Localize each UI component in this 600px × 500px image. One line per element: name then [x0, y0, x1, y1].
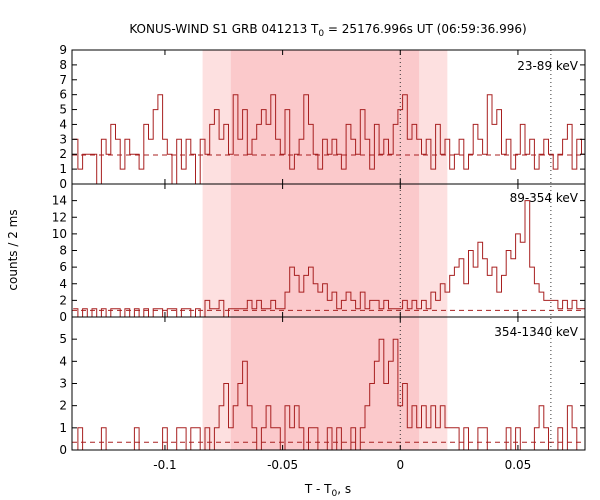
shaded-interval-layer — [202, 50, 448, 450]
panel-3-ytick-label: 1 — [59, 421, 67, 435]
panel-1-ytick-label: 8 — [59, 58, 67, 72]
panel-3-ytick-label: 2 — [59, 399, 67, 413]
reference-lines-layer — [399, 50, 552, 450]
panel-2-ytick-label: 10 — [52, 227, 67, 241]
x-tick-label: -0.05 — [267, 458, 298, 472]
histogram-layer — [72, 94, 585, 451]
panel-1-ytick-label: 9 — [59, 43, 67, 57]
panel-1-histogram — [73, 94, 585, 185]
panel-1-ytick-label: 0 — [59, 177, 67, 191]
panel-1-ytick-label: 2 — [59, 147, 67, 161]
panel-2-histogram — [73, 200, 585, 318]
panel-3-ytick-label: 0 — [59, 443, 67, 457]
x-tick-label: -0.1 — [153, 458, 176, 472]
chart-title: KONUS-WIND S1 GRB 041213 T0 = 25176.996s… — [129, 22, 526, 39]
inner-shaded-interval — [230, 50, 420, 450]
y-axis-title: counts / 2 ms — [6, 209, 20, 290]
panel-label-23-89-kev: 23-89 keV — [517, 59, 579, 73]
panel-2-ytick-label: 6 — [59, 260, 67, 274]
x-tick-label: 0.05 — [505, 458, 532, 472]
panel-1-ytick-label: 5 — [59, 103, 67, 117]
panel-3-ytick-label: 5 — [59, 332, 67, 346]
panel-2-ytick-label: 2 — [59, 293, 67, 307]
panel-2-ytick-label: 8 — [59, 244, 67, 258]
panel-1-ytick-label: 6 — [59, 88, 67, 102]
panel-2-ytick-label: 14 — [52, 194, 67, 208]
panel-3-ytick-label: 4 — [59, 354, 67, 368]
panel-3-ytick-label: 3 — [59, 377, 67, 391]
x-tick-label: 0 — [396, 458, 404, 472]
panel-2-ytick-label: 0 — [59, 310, 67, 324]
x-axis-title: T - T0, s — [304, 482, 351, 499]
panel-2-ytick-label: 4 — [59, 277, 67, 291]
panel-1-ytick-label: 1 — [59, 162, 67, 176]
panel-2-ytick-label: 12 — [52, 210, 67, 224]
panel-1-ytick-label: 3 — [59, 132, 67, 146]
panel-label-354-1340-kev: 354-1340 keV — [494, 325, 578, 339]
panel-1-ytick-label: 4 — [59, 117, 67, 131]
panel-label-89-354-kev: 89-354 keV — [510, 191, 579, 205]
panel-1-ytick-label: 7 — [59, 73, 67, 87]
